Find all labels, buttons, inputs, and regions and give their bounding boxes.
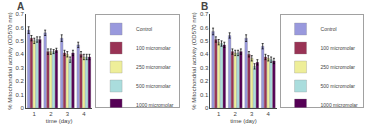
svg-text:2: 2 xyxy=(49,111,53,117)
svg-text:0.6: 0.6 xyxy=(15,25,24,31)
svg-text:0: 0 xyxy=(20,105,24,111)
svg-text:4: 4 xyxy=(267,111,271,117)
svg-text:Control: Control xyxy=(321,26,337,32)
svg-text:1000 micromolar: 1000 micromolar xyxy=(321,102,359,108)
svg-text:500 micromolar: 500 micromolar xyxy=(136,83,171,89)
svg-text:% Mitochondrial activity (OD57: % Mitochondrial activity (OD570 nm) xyxy=(7,12,13,109)
svg-text:0.2: 0.2 xyxy=(200,78,209,84)
svg-text:0.4: 0.4 xyxy=(200,51,209,57)
svg-text:0: 0 xyxy=(205,105,209,111)
svg-text:Control: Control xyxy=(136,26,152,32)
svg-text:0.5: 0.5 xyxy=(200,38,209,44)
svg-text:0.5: 0.5 xyxy=(15,38,24,44)
svg-text:0.2: 0.2 xyxy=(15,78,24,84)
svg-text:100 micromolar: 100 micromolar xyxy=(136,45,171,51)
svg-text:4: 4 xyxy=(82,111,86,117)
svg-text:time (day): time (day) xyxy=(46,118,73,124)
svg-text:0.1: 0.1 xyxy=(200,92,209,98)
svg-text:0.6: 0.6 xyxy=(200,25,209,31)
svg-text:% Mitochondrial activity (OD57: % Mitochondrial activity (OD570 nm) xyxy=(191,12,197,109)
svg-text:0.3: 0.3 xyxy=(15,65,24,71)
svg-text:3: 3 xyxy=(66,111,70,117)
svg-text:time (day): time (day) xyxy=(230,118,257,124)
svg-text:1000 micromolar: 1000 micromolar xyxy=(136,102,174,108)
svg-text:1: 1 xyxy=(217,111,221,117)
svg-text:250 micromolar: 250 micromolar xyxy=(321,64,356,70)
svg-text:0.1: 0.1 xyxy=(15,92,24,98)
svg-text:0.3: 0.3 xyxy=(200,65,209,71)
svg-text:500 micromolar: 500 micromolar xyxy=(321,83,356,89)
svg-text:0.4: 0.4 xyxy=(15,51,24,57)
svg-text:A: A xyxy=(17,1,24,12)
svg-text:B: B xyxy=(201,1,208,12)
svg-text:0.7: 0.7 xyxy=(200,11,209,17)
svg-text:3: 3 xyxy=(250,111,254,117)
svg-text:0.7: 0.7 xyxy=(15,11,24,17)
svg-text:1: 1 xyxy=(33,111,37,117)
svg-text:250 micromolar: 250 micromolar xyxy=(136,64,171,70)
svg-text:2: 2 xyxy=(234,111,238,117)
svg-text:100 micromolar: 100 micromolar xyxy=(321,45,356,51)
